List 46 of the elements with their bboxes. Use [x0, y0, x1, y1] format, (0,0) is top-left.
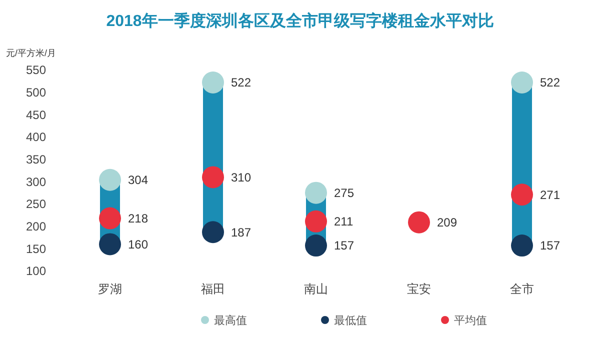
y-tick-label: 500	[26, 86, 46, 100]
legend-label: 平均值	[454, 314, 487, 327]
point	[511, 184, 533, 206]
data-label: 218	[128, 211, 148, 226]
y-tick-label: 250	[26, 197, 46, 212]
point	[99, 168, 121, 191]
data-label: 157	[540, 238, 560, 253]
y-tick-label: 350	[26, 152, 46, 167]
x-tick-label: 罗湖	[98, 282, 122, 296]
point	[511, 72, 533, 94]
x-tick-label: 宝安	[407, 282, 431, 296]
legend-label: 最高值	[214, 314, 247, 327]
data-label: 310	[231, 170, 252, 184]
point	[408, 211, 430, 234]
data-label: 275	[334, 186, 354, 200]
y-tick-label: 400	[26, 130, 46, 144]
data-label: 522	[231, 76, 252, 90]
data-label: 187	[231, 225, 252, 240]
point	[202, 221, 224, 244]
data-label: 211	[334, 214, 354, 229]
data-label: 304	[128, 173, 148, 188]
point	[99, 233, 121, 256]
point	[305, 234, 327, 257]
x-tick-label: 全市	[510, 282, 534, 296]
y-tick-label: 150	[26, 242, 46, 256]
data-label: 209	[437, 216, 458, 230]
data-label: 271	[540, 188, 560, 202]
y-tick-label: 100	[26, 264, 46, 278]
y-axis-title: 元/平方米/月	[6, 48, 56, 58]
point	[305, 210, 327, 232]
data-label: 160	[128, 237, 148, 252]
point	[202, 72, 224, 94]
legend-label: 最低值	[334, 314, 367, 327]
x-tick-label: 南山	[304, 282, 328, 296]
point	[511, 234, 533, 257]
y-tick-label: 200	[26, 220, 46, 234]
y-tick-label: 550	[26, 63, 46, 78]
x-tick-label: 福田	[201, 282, 225, 296]
y-tick-label: 300	[26, 174, 46, 189]
data-label: 522	[540, 76, 560, 90]
point	[99, 207, 121, 230]
point	[202, 166, 224, 188]
y-tick-label: 450	[26, 108, 46, 122]
point	[305, 182, 327, 204]
data-label: 157	[334, 238, 354, 253]
chart-title: 2018年一季度深圳各区及全市甲级写字楼租金水平对比	[106, 11, 494, 30]
